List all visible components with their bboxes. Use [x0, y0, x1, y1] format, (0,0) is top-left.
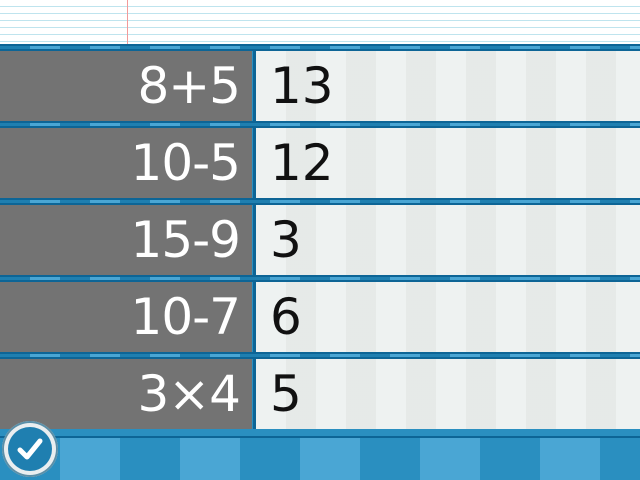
problem-question: 8+5 — [0, 51, 252, 121]
problem-question: 10-5 — [0, 128, 252, 198]
problem-row: 3×4 5 — [0, 359, 640, 429]
problem-row: 10-7 6 — [0, 282, 640, 352]
bottom-bar — [0, 436, 640, 480]
row-divider — [0, 352, 640, 359]
problem-question: 10-7 — [0, 282, 252, 352]
check-answers-button[interactable] — [2, 421, 58, 477]
checkmark-icon — [17, 438, 43, 460]
answer-field[interactable]: 6 — [253, 282, 640, 352]
row-divider — [0, 121, 640, 128]
problem-row: 15-9 3 — [0, 205, 640, 275]
problem-question: 15-9 — [0, 205, 252, 275]
problem-question: 3×4 — [0, 359, 252, 429]
check-button-face — [8, 427, 52, 471]
notebook-paper-header — [0, 0, 640, 46]
answer-field[interactable]: 5 — [253, 359, 640, 429]
answer-field[interactable]: 3 — [253, 205, 640, 275]
paper-margin-line — [127, 0, 128, 46]
answer-field[interactable]: 13 — [253, 51, 640, 121]
row-divider — [0, 275, 640, 282]
answer-field[interactable]: 12 — [253, 128, 640, 198]
row-divider — [0, 198, 640, 205]
row-divider — [0, 44, 640, 51]
problem-row: 10-5 12 — [0, 128, 640, 198]
problem-row: 8+5 13 — [0, 51, 640, 121]
